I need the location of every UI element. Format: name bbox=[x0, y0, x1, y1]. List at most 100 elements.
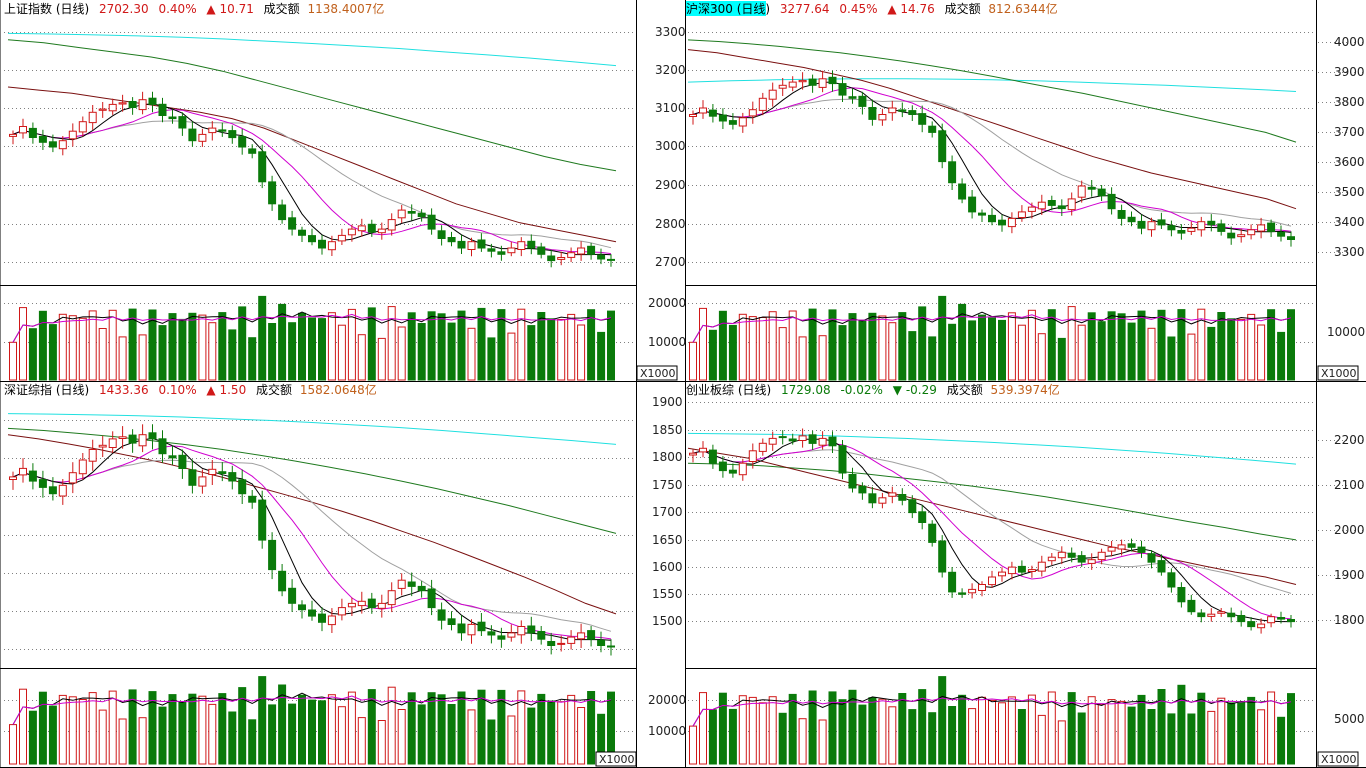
candle[interactable] bbox=[1077, 185, 1086, 198]
volume-bar[interactable] bbox=[1247, 313, 1256, 381]
volume-bar[interactable] bbox=[1017, 709, 1026, 765]
volume-bar[interactable] bbox=[1207, 710, 1216, 765]
candle[interactable] bbox=[128, 434, 137, 444]
candle[interactable] bbox=[188, 128, 197, 142]
candle[interactable] bbox=[1197, 612, 1206, 618]
candle[interactable] bbox=[1267, 616, 1276, 624]
candle[interactable] bbox=[1167, 225, 1176, 231]
candle[interactable] bbox=[467, 623, 476, 636]
volume-bar[interactable] bbox=[948, 323, 957, 381]
volume-bar[interactable] bbox=[337, 324, 346, 381]
candle[interactable] bbox=[1177, 230, 1186, 234]
volume-bar[interactable] bbox=[1027, 309, 1036, 381]
candle[interactable] bbox=[347, 228, 356, 236]
volume-bar[interactable] bbox=[908, 331, 917, 381]
volume-bar[interactable] bbox=[1287, 693, 1295, 765]
candle[interactable] bbox=[138, 99, 147, 111]
candle[interactable] bbox=[1277, 231, 1286, 237]
volume-bar[interactable] bbox=[699, 307, 707, 381]
volume-bar[interactable] bbox=[457, 691, 466, 765]
candle[interactable] bbox=[988, 576, 996, 586]
candle[interactable] bbox=[1227, 232, 1236, 239]
candle[interactable] bbox=[818, 437, 827, 446]
volume-bar[interactable] bbox=[1097, 703, 1106, 765]
volume-bar[interactable] bbox=[1067, 692, 1076, 765]
volume-bar[interactable] bbox=[1137, 310, 1146, 381]
candle[interactable] bbox=[1117, 544, 1126, 550]
candle[interactable] bbox=[858, 485, 867, 494]
volume-bar[interactable] bbox=[1037, 714, 1046, 765]
candle[interactable] bbox=[597, 254, 606, 260]
candle[interactable] bbox=[168, 455, 177, 459]
candle[interactable] bbox=[337, 607, 346, 616]
volume-bar[interactable] bbox=[848, 689, 857, 765]
volume-bar[interactable] bbox=[1187, 333, 1196, 381]
candle[interactable] bbox=[898, 109, 907, 112]
candle[interactable] bbox=[738, 117, 747, 127]
volume-bar[interactable] bbox=[1057, 337, 1066, 381]
candle[interactable] bbox=[387, 590, 396, 606]
candle[interactable] bbox=[188, 469, 197, 486]
volume-bar[interactable] bbox=[58, 694, 67, 765]
candle[interactable] bbox=[1097, 551, 1106, 561]
candle[interactable] bbox=[248, 495, 257, 503]
candle[interactable] bbox=[357, 225, 366, 232]
volume-bar[interactable] bbox=[868, 312, 877, 381]
volume-bar[interactable] bbox=[1267, 691, 1276, 765]
volume-bar[interactable] bbox=[567, 313, 576, 381]
volume-bar[interactable] bbox=[118, 718, 127, 765]
volume-bar[interactable] bbox=[1107, 311, 1116, 381]
volume-bar[interactable] bbox=[308, 699, 316, 765]
candle[interactable] bbox=[718, 461, 727, 472]
volume-bar[interactable] bbox=[928, 336, 937, 381]
volume-bar[interactable] bbox=[998, 702, 1006, 765]
volume-bar[interactable] bbox=[1047, 309, 1056, 381]
candle[interactable] bbox=[48, 486, 57, 495]
volume-bar[interactable] bbox=[738, 313, 747, 381]
candle[interactable] bbox=[838, 445, 847, 474]
candle[interactable] bbox=[1017, 565, 1026, 573]
candle[interactable] bbox=[1087, 186, 1096, 190]
candle[interactable] bbox=[108, 103, 117, 112]
candle[interactable] bbox=[798, 435, 807, 441]
volume-bar[interactable] bbox=[68, 696, 77, 765]
candle[interactable] bbox=[699, 447, 707, 453]
volume-bar[interactable] bbox=[868, 697, 877, 765]
candle[interactable] bbox=[417, 585, 426, 592]
candle[interactable] bbox=[118, 436, 127, 439]
candle[interactable] bbox=[818, 78, 827, 88]
volume-bar[interactable] bbox=[587, 691, 596, 765]
volume-bar[interactable] bbox=[738, 695, 747, 765]
candle[interactable] bbox=[607, 258, 615, 261]
candle[interactable] bbox=[98, 444, 107, 448]
candle[interactable] bbox=[888, 492, 897, 497]
candle[interactable] bbox=[118, 102, 127, 105]
candle[interactable] bbox=[1087, 559, 1096, 564]
candle[interactable] bbox=[407, 581, 416, 587]
candle[interactable] bbox=[427, 214, 436, 230]
volume-bar[interactable] bbox=[1077, 712, 1086, 765]
volume-bar[interactable] bbox=[357, 334, 366, 381]
volume-bar[interactable] bbox=[417, 323, 426, 381]
volume-bar[interactable] bbox=[958, 694, 967, 765]
candle[interactable] bbox=[918, 511, 927, 523]
candle[interactable] bbox=[1207, 613, 1216, 617]
volume-bar[interactable] bbox=[327, 694, 336, 765]
volume-bar[interactable] bbox=[447, 704, 456, 765]
candle[interactable] bbox=[1247, 621, 1256, 628]
candle[interactable] bbox=[868, 493, 877, 504]
volume-bar[interactable] bbox=[108, 309, 117, 381]
candle[interactable] bbox=[748, 450, 757, 462]
volume-bar[interactable] bbox=[128, 689, 137, 765]
candle[interactable] bbox=[1197, 221, 1206, 231]
candle[interactable] bbox=[357, 600, 366, 607]
volume-bar[interactable] bbox=[938, 676, 947, 765]
candle[interactable] bbox=[447, 618, 456, 625]
candle[interactable] bbox=[1107, 546, 1116, 552]
candle[interactable] bbox=[978, 584, 986, 591]
volume-bar[interactable] bbox=[28, 710, 37, 765]
volume-bar[interactable] bbox=[88, 310, 97, 381]
volume-bar[interactable] bbox=[1007, 312, 1016, 381]
volume-bar[interactable] bbox=[1127, 706, 1136, 765]
candle[interactable] bbox=[9, 476, 17, 480]
